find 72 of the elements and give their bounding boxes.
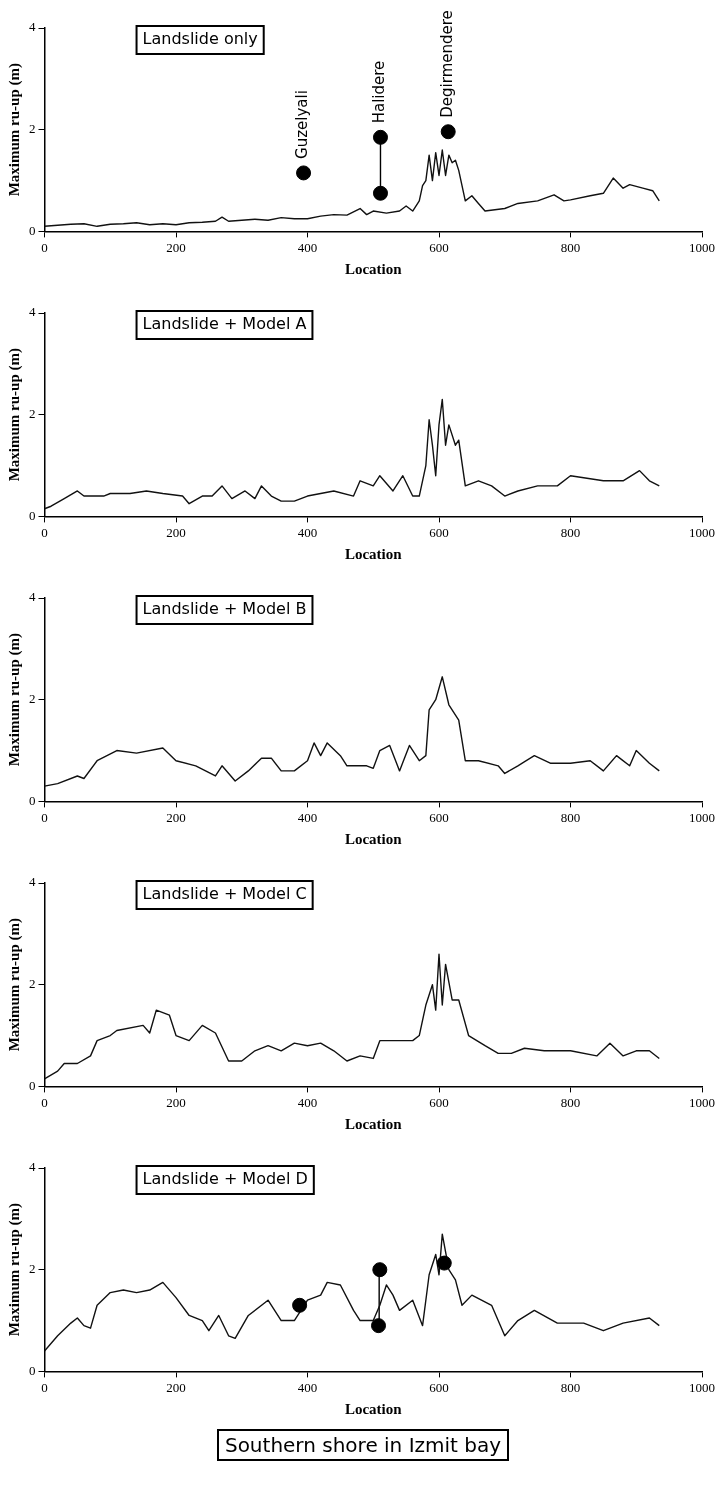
- x-tick-label: 800: [560, 239, 581, 255]
- y-tick-label: 4: [29, 589, 36, 605]
- y-tick-label: 4: [29, 874, 36, 890]
- x-tick-label: 600: [429, 239, 449, 255]
- x-tick-label: 600: [429, 809, 449, 825]
- x-tick-label: 1000: [689, 524, 715, 540]
- y-tick-label: 4: [29, 19, 36, 35]
- point: [372, 185, 388, 201]
- x-tick-label: 0: [41, 1379, 48, 1395]
- y-tick-label: 0: [29, 1362, 36, 1378]
- y-axis-title: Maximum ru-up (m): [5, 918, 23, 1052]
- y-tick-label: 0: [29, 1077, 36, 1093]
- x-tick-label: 800: [560, 1094, 581, 1110]
- x-tick-label: 1000: [689, 1094, 715, 1110]
- chart-title: Landslide + Model B: [142, 599, 307, 619]
- chart-title: Landslide + Model D: [142, 1169, 308, 1189]
- annotation: Degirmendere: [438, 10, 457, 118]
- point: [372, 129, 388, 145]
- point: [436, 1255, 452, 1271]
- point: [296, 165, 312, 181]
- x-tick-label: 400: [297, 809, 318, 825]
- y-tick-label: 0: [29, 792, 36, 808]
- x-axis-title: Location: [344, 545, 403, 562]
- point: [292, 1297, 308, 1313]
- x-tick-label: 0: [41, 524, 48, 540]
- x-tick-label: 200: [166, 1094, 186, 1110]
- x-tick-label: 400: [297, 524, 318, 540]
- chart-title: Landslide + Model A: [142, 314, 307, 334]
- x-axis-title: Location: [344, 830, 403, 847]
- y-tick-label: 0: [29, 222, 36, 238]
- chart-title: Landslide + Model C: [142, 884, 307, 904]
- x-tick-label: 0: [41, 239, 48, 255]
- x-axis-title: Location: [344, 1400, 403, 1417]
- y-tick-label: 2: [29, 121, 36, 137]
- y-tick-label: 4: [29, 304, 36, 320]
- x-tick-label: 600: [429, 524, 449, 540]
- x-tick-label: 800: [560, 1379, 581, 1395]
- point: [371, 1318, 387, 1334]
- y-tick-label: 2: [29, 1261, 36, 1277]
- y-axis-title: Maximum ru-up (m): [5, 1203, 23, 1337]
- point: [372, 1262, 388, 1278]
- x-tick-label: 200: [166, 1379, 186, 1395]
- x-tick-label: 800: [560, 809, 581, 825]
- annotation: Halidere: [370, 60, 389, 124]
- y-tick-label: 4: [29, 1159, 36, 1175]
- text: Southern shore in Izmit bay: [216, 1429, 510, 1461]
- y-axis-title: Maximum ru-up (m): [5, 633, 23, 767]
- x-tick-label: 1000: [689, 1379, 715, 1395]
- x-tick-label: 200: [166, 239, 186, 255]
- x-axis-title: Location: [344, 260, 403, 277]
- x-tick-label: 0: [41, 1094, 48, 1110]
- annotation: Guzelyali: [293, 90, 312, 159]
- y-tick-label: 2: [29, 691, 36, 707]
- x-tick-label: 400: [297, 1094, 318, 1110]
- y-axis-title: Maximum ru-up (m): [5, 348, 23, 482]
- x-tick-label: 600: [429, 1094, 449, 1110]
- x-axis-title: Location: [344, 1115, 403, 1132]
- x-tick-label: 400: [297, 1379, 318, 1395]
- x-tick-label: 200: [166, 524, 186, 540]
- x-tick-label: 1000: [689, 239, 715, 255]
- x-tick-label: 1000: [689, 809, 715, 825]
- x-tick-label: 0: [41, 809, 48, 825]
- x-tick-label: 600: [429, 1379, 449, 1395]
- x-tick-label: 400: [297, 239, 318, 255]
- y-tick-label: 0: [29, 507, 36, 523]
- y-tick-label: 2: [29, 976, 36, 992]
- y-axis-title: Maximum ru-up (m): [5, 63, 23, 197]
- chart-title: Landslide only: [142, 29, 258, 49]
- x-tick-label: 800: [560, 524, 581, 540]
- x-tick-label: 200: [166, 809, 186, 825]
- y-tick-label: 2: [29, 406, 36, 422]
- point: [440, 124, 456, 140]
